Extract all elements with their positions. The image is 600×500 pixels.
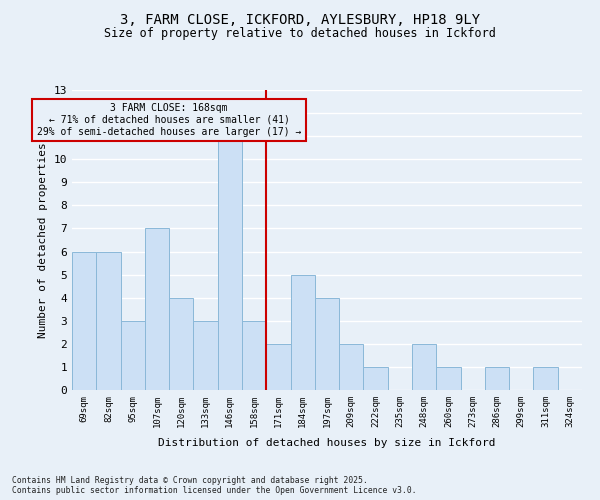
Bar — [96, 252, 121, 390]
Bar — [145, 228, 169, 390]
Text: 3 FARM CLOSE: 168sqm
← 71% of detached houses are smaller (41)
29% of semi-detac: 3 FARM CLOSE: 168sqm ← 71% of detached h… — [37, 104, 301, 136]
Bar — [485, 367, 509, 390]
Bar — [169, 298, 193, 390]
Bar — [436, 367, 461, 390]
Text: 3, FARM CLOSE, ICKFORD, AYLESBURY, HP18 9LY: 3, FARM CLOSE, ICKFORD, AYLESBURY, HP18 … — [120, 12, 480, 26]
Bar — [72, 252, 96, 390]
Bar — [290, 274, 315, 390]
Bar — [266, 344, 290, 390]
Text: Contains HM Land Registry data © Crown copyright and database right 2025.
Contai: Contains HM Land Registry data © Crown c… — [12, 476, 416, 495]
Bar — [193, 321, 218, 390]
Bar — [242, 321, 266, 390]
Bar — [533, 367, 558, 390]
Bar — [121, 321, 145, 390]
Text: Size of property relative to detached houses in Ickford: Size of property relative to detached ho… — [104, 28, 496, 40]
X-axis label: Distribution of detached houses by size in Ickford: Distribution of detached houses by size … — [158, 438, 496, 448]
Bar — [412, 344, 436, 390]
Y-axis label: Number of detached properties: Number of detached properties — [38, 142, 48, 338]
Bar — [339, 344, 364, 390]
Bar — [364, 367, 388, 390]
Bar — [218, 136, 242, 390]
Bar — [315, 298, 339, 390]
